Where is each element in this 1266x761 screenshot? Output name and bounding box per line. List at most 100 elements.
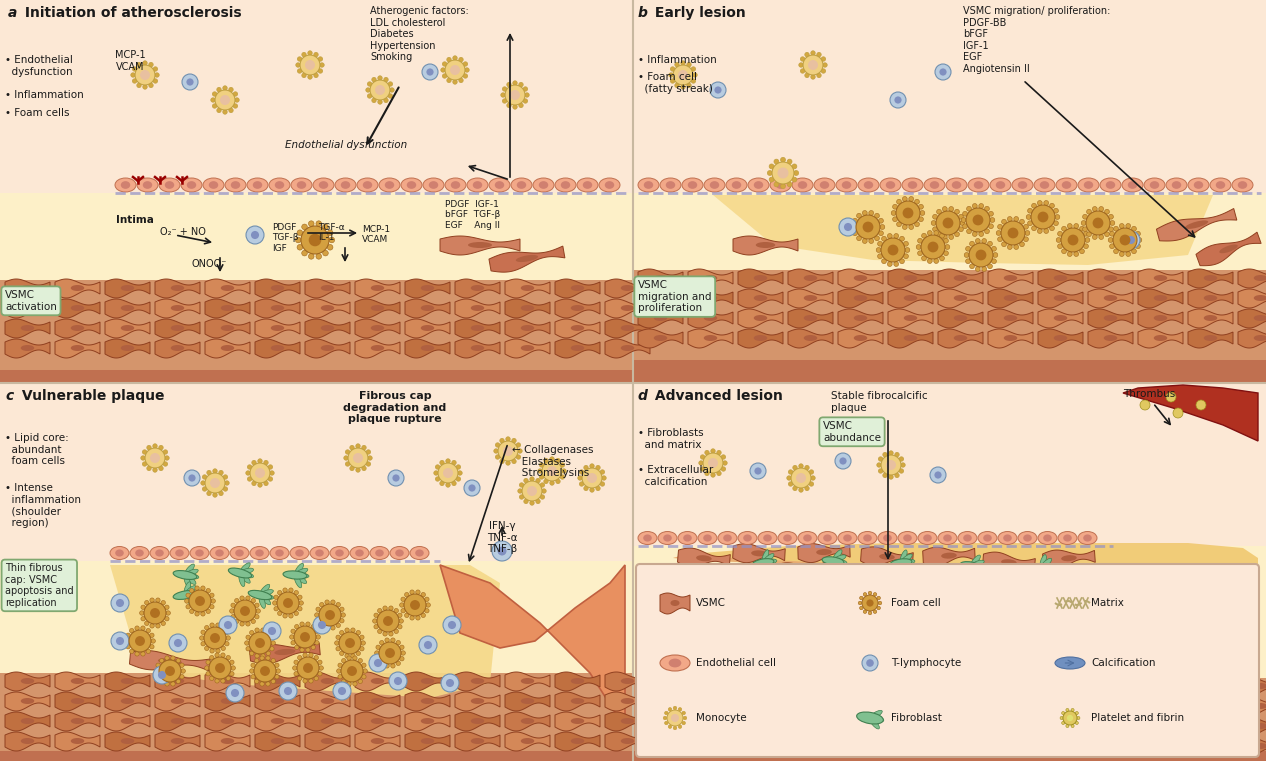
Circle shape [316, 221, 322, 227]
Ellipse shape [903, 534, 912, 542]
Bar [633, 193, 1266, 270]
Polygon shape [987, 269, 1033, 288]
Circle shape [822, 68, 825, 73]
Circle shape [441, 674, 460, 692]
Ellipse shape [653, 743, 667, 749]
Circle shape [962, 224, 967, 228]
Circle shape [691, 79, 695, 83]
Circle shape [279, 682, 298, 700]
Circle shape [881, 237, 886, 241]
Circle shape [987, 264, 993, 269]
Circle shape [596, 486, 600, 491]
Circle shape [939, 234, 944, 238]
Circle shape [1025, 231, 1029, 235]
Ellipse shape [228, 568, 252, 578]
Circle shape [544, 458, 548, 463]
Circle shape [171, 656, 175, 661]
Circle shape [223, 475, 228, 479]
Ellipse shape [1056, 178, 1077, 192]
Polygon shape [1238, 737, 1266, 756]
Circle shape [205, 666, 209, 670]
Circle shape [246, 471, 251, 475]
Circle shape [710, 449, 715, 454]
Circle shape [525, 93, 529, 97]
Circle shape [339, 651, 344, 655]
Polygon shape [605, 299, 649, 318]
Circle shape [141, 70, 149, 80]
Circle shape [456, 477, 461, 481]
Ellipse shape [842, 181, 851, 189]
Ellipse shape [555, 178, 576, 192]
Ellipse shape [1031, 563, 1052, 572]
Polygon shape [354, 692, 400, 711]
Circle shape [318, 621, 327, 629]
Ellipse shape [582, 181, 592, 189]
Circle shape [260, 682, 265, 686]
Circle shape [1057, 244, 1062, 249]
Circle shape [922, 256, 927, 261]
Circle shape [674, 726, 677, 730]
Circle shape [341, 613, 346, 617]
Circle shape [319, 603, 324, 607]
Ellipse shape [379, 178, 400, 192]
Ellipse shape [291, 178, 311, 192]
Circle shape [319, 666, 323, 670]
Circle shape [1080, 249, 1085, 253]
Text: • Foam cells: • Foam cells [5, 108, 70, 118]
Circle shape [1014, 244, 1019, 250]
Circle shape [394, 677, 403, 685]
Circle shape [320, 63, 324, 67]
Circle shape [385, 638, 389, 642]
Circle shape [442, 62, 447, 66]
Ellipse shape [1104, 275, 1118, 281]
Circle shape [308, 75, 313, 79]
Ellipse shape [853, 315, 867, 321]
Polygon shape [605, 319, 649, 338]
Circle shape [268, 465, 272, 470]
Circle shape [116, 637, 124, 645]
Circle shape [337, 669, 341, 673]
Circle shape [934, 259, 938, 263]
Circle shape [910, 600, 914, 605]
Ellipse shape [1104, 335, 1118, 341]
FancyBboxPatch shape [636, 564, 1258, 757]
Circle shape [180, 663, 184, 667]
Ellipse shape [853, 743, 867, 749]
Ellipse shape [1153, 295, 1167, 301]
Ellipse shape [335, 549, 344, 556]
Circle shape [111, 594, 129, 612]
Circle shape [991, 648, 995, 651]
Circle shape [290, 635, 294, 639]
Circle shape [904, 241, 909, 246]
Circle shape [982, 238, 986, 244]
Ellipse shape [743, 534, 752, 542]
Circle shape [316, 635, 320, 639]
Circle shape [682, 721, 685, 724]
Circle shape [185, 599, 189, 603]
Polygon shape [887, 717, 933, 736]
Ellipse shape [495, 181, 504, 189]
Circle shape [303, 653, 308, 658]
Circle shape [975, 266, 980, 272]
Ellipse shape [320, 678, 334, 684]
Circle shape [168, 634, 187, 652]
Circle shape [215, 653, 219, 658]
Circle shape [789, 597, 793, 600]
Circle shape [424, 597, 429, 601]
Ellipse shape [1079, 531, 1098, 545]
Circle shape [877, 607, 880, 610]
Circle shape [384, 78, 389, 82]
Ellipse shape [371, 345, 385, 351]
Polygon shape [205, 319, 249, 338]
Ellipse shape [809, 581, 841, 595]
Circle shape [857, 213, 861, 218]
Circle shape [925, 635, 929, 639]
Circle shape [863, 593, 867, 596]
Ellipse shape [270, 546, 289, 559]
Circle shape [442, 74, 447, 78]
Ellipse shape [718, 531, 737, 545]
Circle shape [868, 591, 872, 595]
Ellipse shape [704, 723, 718, 729]
Ellipse shape [515, 255, 538, 262]
Circle shape [884, 643, 887, 648]
